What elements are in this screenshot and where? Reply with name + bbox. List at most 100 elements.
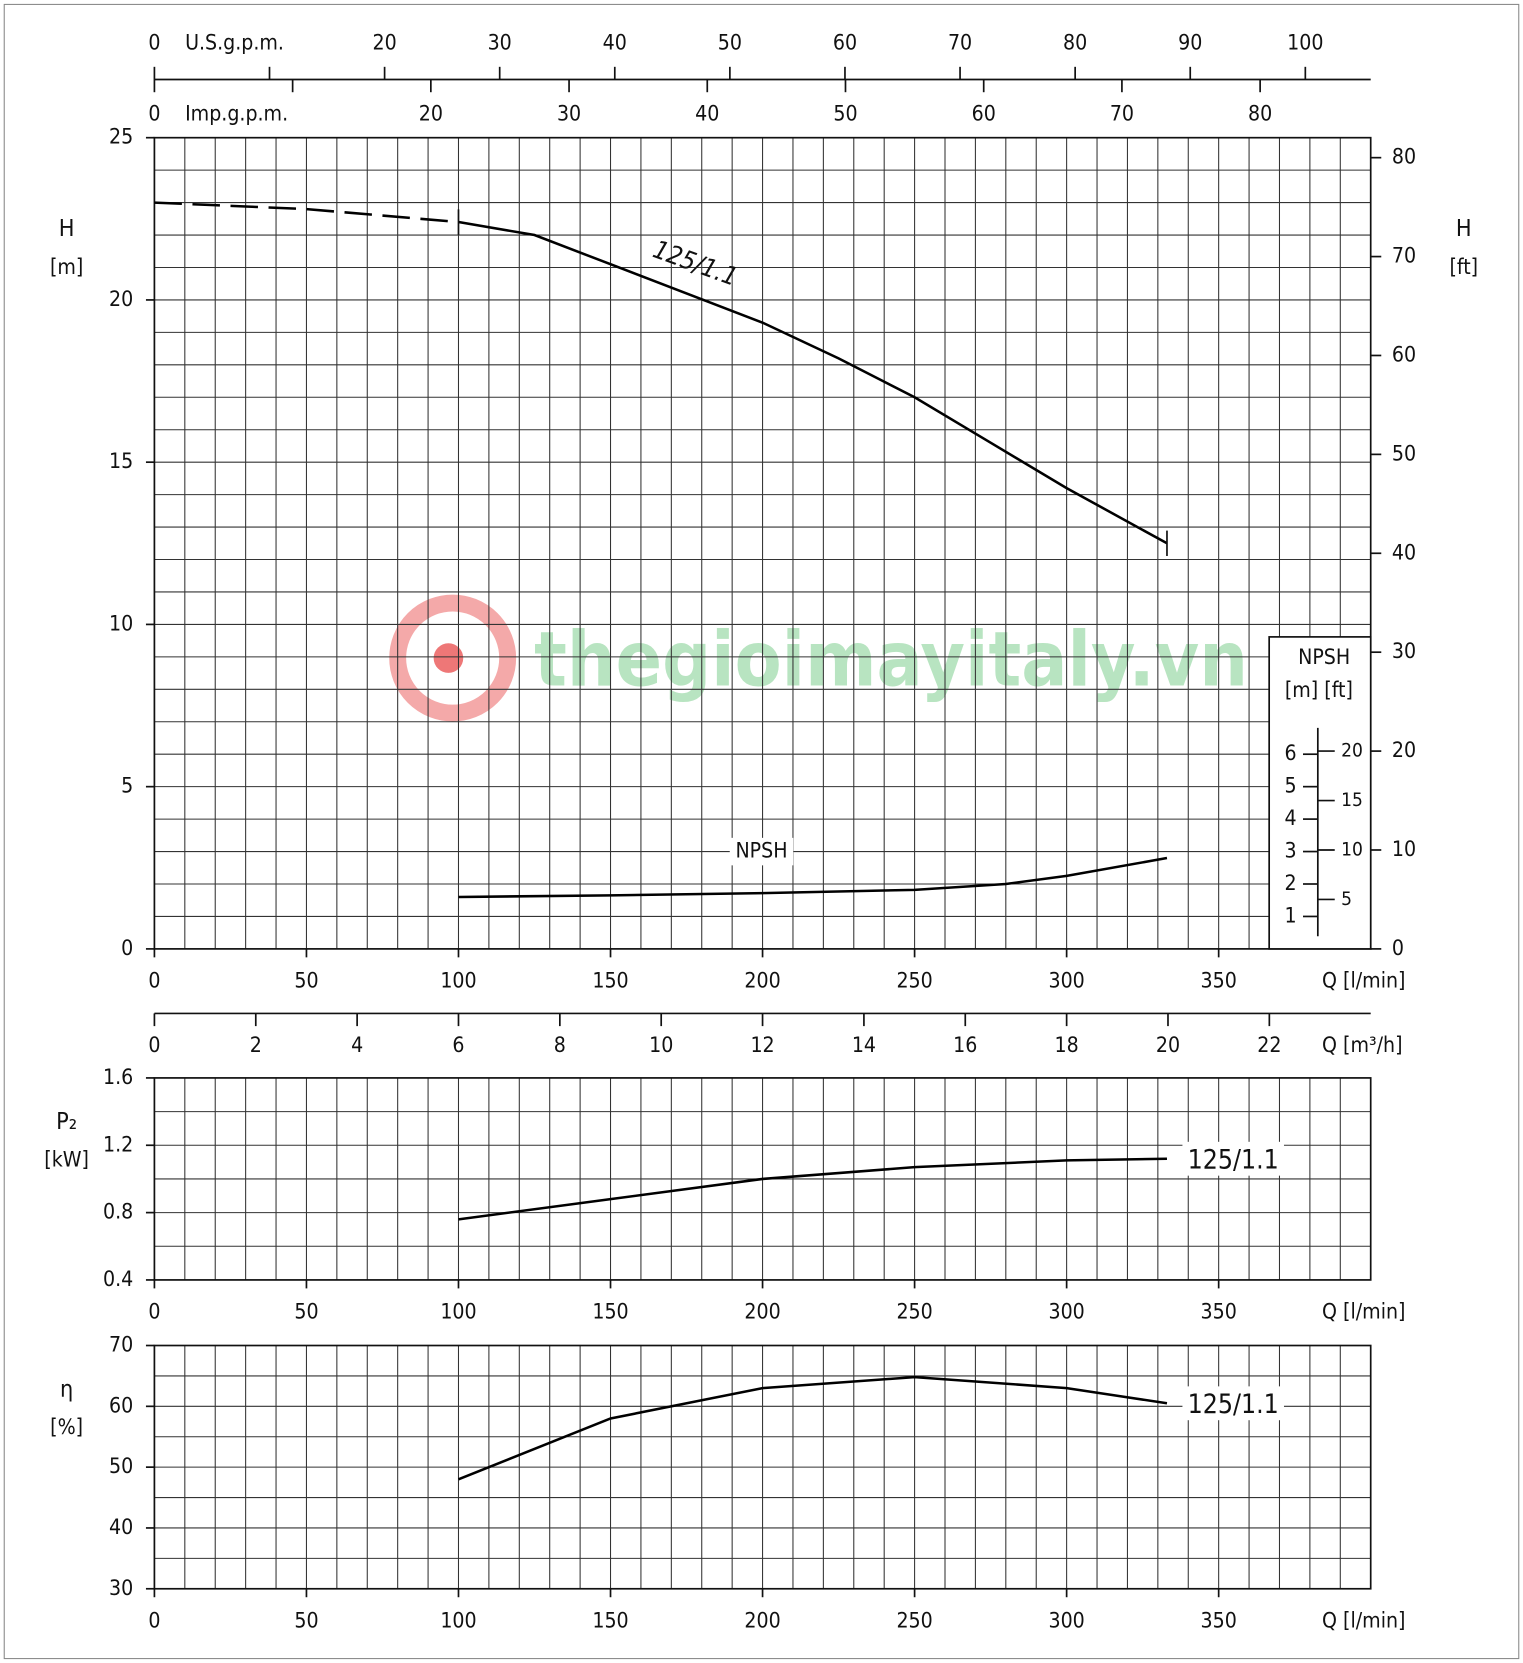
label-bg bbox=[1182, 1141, 1284, 1176]
y-tick-label: 25 bbox=[109, 124, 133, 149]
top-tick-label: 40 bbox=[603, 30, 627, 55]
top-tick-label: 20 bbox=[372, 30, 396, 55]
y-tick-label: 20 bbox=[109, 286, 133, 311]
top-tick-label: 70 bbox=[1110, 100, 1134, 125]
y-tick-label: 15 bbox=[109, 448, 133, 473]
flow-tick-label: 0 bbox=[148, 1032, 160, 1057]
flow-tick-label: 12 bbox=[750, 1032, 774, 1057]
x-tick-label: 350 bbox=[1201, 968, 1237, 993]
top-tick-label: 0 bbox=[148, 100, 160, 125]
x-tick-label: 200 bbox=[744, 1299, 780, 1324]
flow-axis-label: Q [m³/h] bbox=[1322, 1032, 1402, 1057]
watermark-logo-dot bbox=[433, 643, 464, 673]
x-tick-label: 100 bbox=[440, 968, 476, 993]
y-axis-unit: [kW] bbox=[44, 1146, 89, 1171]
top-tick-label: 40 bbox=[695, 100, 719, 125]
x-tick-label: 150 bbox=[592, 1299, 628, 1324]
npsh-m-label: 1 bbox=[1285, 902, 1297, 927]
flow-tick-label: 8 bbox=[554, 1032, 566, 1057]
x-tick-label: 300 bbox=[1048, 1299, 1084, 1324]
top-tick-label: 30 bbox=[488, 30, 512, 55]
watermark: thegioimayitaly.vn bbox=[534, 614, 1248, 703]
curve-label: NPSH bbox=[735, 838, 787, 863]
top-axis-label: Imp.g.p.m. bbox=[185, 100, 288, 125]
x-axis-label: Q [l/min] bbox=[1322, 968, 1405, 993]
x-tick-label: 0 bbox=[148, 968, 160, 993]
y-tick-label: 60 bbox=[109, 1392, 133, 1417]
y2-tick-label: 80 bbox=[1392, 144, 1416, 169]
y2-tick-label: 10 bbox=[1392, 836, 1416, 861]
y-tick-label: 1.2 bbox=[103, 1131, 133, 1156]
x-tick-label: 200 bbox=[744, 1608, 780, 1633]
curve-label: 125/1.1 bbox=[1188, 1389, 1279, 1420]
x-tick-label: 350 bbox=[1201, 1608, 1237, 1633]
npsh-m-label: 3 bbox=[1285, 838, 1297, 863]
y-axis-unit: [m] bbox=[50, 254, 83, 279]
flow-tick-label: 18 bbox=[1055, 1032, 1079, 1057]
npsh-ft-label: 5 bbox=[1341, 888, 1352, 910]
x-tick-label: 150 bbox=[592, 1608, 628, 1633]
y-tick-label: 50 bbox=[109, 1453, 133, 1478]
y2-tick-label: 0 bbox=[1392, 935, 1404, 960]
x-tick-label: 0 bbox=[148, 1299, 160, 1324]
y-tick-label: 40 bbox=[109, 1514, 133, 1539]
npsh-m-label: 5 bbox=[1285, 773, 1297, 798]
frame bbox=[3, 3, 1520, 1660]
curve bbox=[458, 220, 1168, 545]
top-tick-label: 0 bbox=[148, 30, 160, 55]
x-tick-label: 0 bbox=[148, 1608, 160, 1633]
x-tick-label: 250 bbox=[896, 968, 932, 993]
npsh-ft-label: 15 bbox=[1341, 789, 1363, 811]
x-tick-label: 250 bbox=[896, 1608, 932, 1633]
top-tick-label: 80 bbox=[1248, 100, 1272, 125]
npsh-box bbox=[1268, 636, 1372, 950]
x-tick-label: 50 bbox=[294, 1299, 318, 1324]
top-tick-label: 90 bbox=[1178, 30, 1202, 55]
flow-tick-label: 20 bbox=[1156, 1032, 1180, 1057]
y-axis-unit: [%] bbox=[50, 1414, 83, 1439]
y2-tick-label: 30 bbox=[1392, 638, 1416, 663]
curve bbox=[458, 1375, 1168, 1481]
top-tick-label: 60 bbox=[972, 100, 996, 125]
npsh-ft-label: 20 bbox=[1341, 740, 1363, 762]
top-tick-label: 100 bbox=[1287, 30, 1323, 55]
npsh-m-label: 4 bbox=[1285, 805, 1297, 830]
x-tick-label: 100 bbox=[440, 1299, 476, 1324]
x-tick-label: 50 bbox=[294, 968, 318, 993]
y2-tick-label: 60 bbox=[1392, 341, 1416, 366]
top-tick-label: 20 bbox=[419, 100, 443, 125]
top-tick-label: 60 bbox=[833, 30, 857, 55]
curve bbox=[458, 1157, 1167, 1221]
flow-tick-label: 4 bbox=[351, 1032, 363, 1057]
npsh-m-label: 6 bbox=[1285, 740, 1297, 765]
y-tick-label: 0.4 bbox=[103, 1266, 133, 1291]
label-bg bbox=[729, 837, 794, 866]
y2-axis-unit: [ft] bbox=[1449, 254, 1478, 279]
curve bbox=[154, 201, 459, 224]
top-axis-label: U.S.g.p.m. bbox=[185, 30, 284, 55]
x-tick-label: 250 bbox=[896, 1299, 932, 1324]
y2-tick-label: 20 bbox=[1392, 737, 1416, 762]
curve bbox=[458, 856, 1168, 899]
top-tick-label: 50 bbox=[718, 30, 742, 55]
label-bg bbox=[1182, 1386, 1284, 1421]
flow-tick-label: 16 bbox=[953, 1032, 977, 1057]
y-tick-label: 70 bbox=[109, 1332, 133, 1357]
y2-tick-label: 50 bbox=[1392, 440, 1416, 465]
y-axis-label: P₂ bbox=[56, 1108, 77, 1135]
top-tick-label: 30 bbox=[557, 100, 581, 125]
x-tick-label: 100 bbox=[440, 1608, 476, 1633]
npsh-title: NPSH bbox=[1298, 644, 1350, 669]
y-tick-label: 5 bbox=[121, 773, 133, 798]
x-tick-label: 300 bbox=[1048, 1608, 1084, 1633]
flow-tick-label: 2 bbox=[250, 1032, 262, 1057]
x-tick-label: 50 bbox=[294, 1608, 318, 1633]
curve-label: 125/1.1 bbox=[1188, 1144, 1279, 1175]
y-tick-label: 1.6 bbox=[103, 1064, 133, 1089]
top-tick-label: 50 bbox=[833, 100, 857, 125]
y-axis-label: H bbox=[59, 215, 75, 242]
x-tick-label: 350 bbox=[1201, 1299, 1237, 1324]
x-tick-label: 200 bbox=[744, 968, 780, 993]
x-axis-label: Q [l/min] bbox=[1322, 1608, 1405, 1633]
